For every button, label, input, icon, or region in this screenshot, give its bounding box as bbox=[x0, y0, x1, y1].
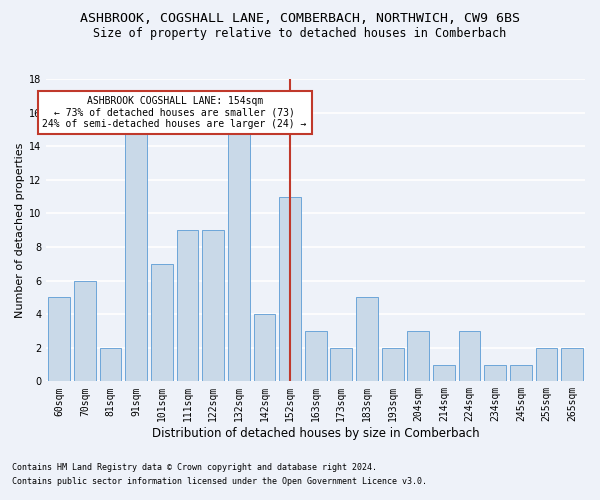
Bar bbox=[331, 348, 352, 382]
Bar bbox=[254, 314, 275, 382]
Bar bbox=[228, 130, 250, 382]
Bar bbox=[510, 364, 532, 382]
Bar bbox=[151, 264, 173, 382]
Text: ASHBROOK, COGSHALL LANE, COMBERBACH, NORTHWICH, CW9 6BS: ASHBROOK, COGSHALL LANE, COMBERBACH, NOR… bbox=[80, 12, 520, 26]
Bar bbox=[305, 331, 326, 382]
Bar bbox=[202, 230, 224, 382]
Text: Contains public sector information licensed under the Open Government Licence v3: Contains public sector information licen… bbox=[12, 477, 427, 486]
Bar bbox=[74, 280, 96, 382]
Bar bbox=[125, 130, 147, 382]
Bar bbox=[176, 230, 199, 382]
Bar bbox=[356, 298, 378, 382]
Bar bbox=[100, 348, 121, 382]
Bar bbox=[407, 331, 429, 382]
Bar bbox=[382, 348, 404, 382]
Text: ASHBROOK COGSHALL LANE: 154sqm
← 73% of detached houses are smaller (73)
24% of : ASHBROOK COGSHALL LANE: 154sqm ← 73% of … bbox=[43, 96, 307, 129]
Bar bbox=[536, 348, 557, 382]
Bar bbox=[458, 331, 481, 382]
Y-axis label: Number of detached properties: Number of detached properties bbox=[15, 142, 25, 318]
Bar bbox=[561, 348, 583, 382]
Bar bbox=[433, 364, 455, 382]
Bar bbox=[484, 364, 506, 382]
Bar bbox=[279, 196, 301, 382]
Text: Size of property relative to detached houses in Comberbach: Size of property relative to detached ho… bbox=[94, 28, 506, 40]
Bar bbox=[49, 298, 70, 382]
X-axis label: Distribution of detached houses by size in Comberbach: Distribution of detached houses by size … bbox=[152, 427, 479, 440]
Text: Contains HM Land Registry data © Crown copyright and database right 2024.: Contains HM Land Registry data © Crown c… bbox=[12, 464, 377, 472]
